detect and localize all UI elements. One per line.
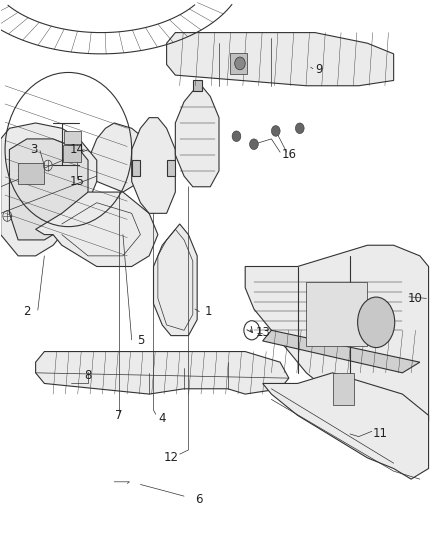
Polygon shape: [193, 80, 201, 91]
Polygon shape: [166, 33, 394, 86]
Text: 9: 9: [316, 63, 323, 76]
Text: 12: 12: [163, 451, 178, 464]
Polygon shape: [1, 123, 97, 256]
Circle shape: [272, 126, 280, 136]
Circle shape: [235, 57, 245, 70]
Text: 13: 13: [255, 326, 270, 340]
Text: 11: 11: [373, 427, 388, 440]
Text: 3: 3: [30, 143, 37, 156]
Polygon shape: [10, 139, 88, 240]
Circle shape: [295, 123, 304, 134]
Bar: [230, 53, 247, 74]
Text: 1: 1: [205, 305, 212, 318]
Polygon shape: [263, 373, 428, 479]
Text: 7: 7: [115, 409, 122, 422]
Circle shape: [250, 139, 258, 150]
Polygon shape: [132, 118, 175, 213]
Polygon shape: [88, 123, 149, 192]
Polygon shape: [153, 224, 197, 336]
Polygon shape: [263, 330, 420, 373]
Text: 2: 2: [23, 305, 31, 318]
Text: 16: 16: [281, 148, 297, 161]
Polygon shape: [35, 352, 289, 394]
Text: 14: 14: [70, 143, 85, 156]
Text: 5: 5: [137, 334, 144, 348]
Text: 15: 15: [70, 175, 85, 188]
Text: 10: 10: [408, 292, 423, 305]
Polygon shape: [35, 192, 158, 266]
Polygon shape: [245, 245, 428, 426]
Polygon shape: [166, 160, 175, 176]
Polygon shape: [132, 160, 141, 176]
FancyBboxPatch shape: [18, 163, 44, 184]
Text: 6: 6: [196, 493, 203, 506]
Polygon shape: [175, 86, 219, 187]
Ellipse shape: [357, 297, 395, 348]
Text: 8: 8: [85, 369, 92, 382]
FancyBboxPatch shape: [63, 146, 81, 162]
Bar: [306, 282, 367, 346]
Circle shape: [232, 131, 241, 142]
Text: 4: 4: [159, 411, 166, 424]
Bar: [332, 373, 354, 405]
Bar: [64, 131, 81, 144]
